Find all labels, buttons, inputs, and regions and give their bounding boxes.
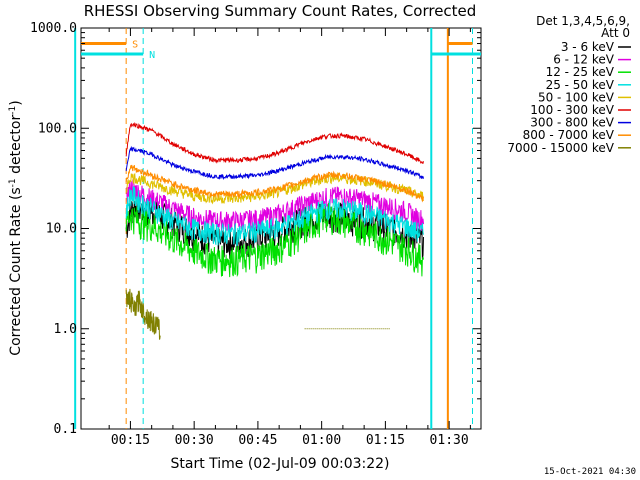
y-axis-title-sup1: -1 [8, 178, 18, 187]
series-line-5 [125, 121, 424, 164]
legend-label: 6 - 12 keV [553, 53, 615, 67]
x-tick-label: 01:15 [366, 433, 405, 448]
series-line-3 [125, 186, 424, 247]
y-axis-title: Corrected Count Rate (s-1 detector-1) [8, 100, 24, 355]
legend-label: 100 - 300 keV [530, 103, 614, 117]
y-axis-title-main: Corrected Count Rate (s [8, 187, 24, 355]
legend-label: 800 - 7000 keV [523, 128, 615, 142]
x-tick-label: 01:00 [302, 433, 341, 448]
y-tick-label: 0.1 [54, 422, 77, 437]
axis-layer: 0.1 1.0 10.0 100.0 1000.0 00:15 00:30 00:45 01:0… [30, 21, 481, 448]
footer-date: 15-Oct-2021 04:30 [544, 467, 636, 477]
legend-label: 3 - 6 keV [561, 40, 615, 54]
legend-label: 7000 - 15000 keV [507, 141, 614, 155]
series-line-7 [125, 164, 424, 203]
chart-title: RHESSI Observing Summary Count Rates, Co… [84, 2, 477, 20]
legend-label: 300 - 800 keV [530, 116, 614, 130]
night-flag-label: N [149, 50, 155, 61]
series-line-8 [125, 288, 161, 340]
series-line-6 [125, 145, 424, 181]
series-layer [125, 121, 424, 340]
legend-header: Att 0 [601, 26, 630, 40]
x-tick-label: 00:15 [111, 433, 150, 448]
legend-label: 50 - 100 keV [538, 90, 615, 104]
y-tick-label: 1.0 [54, 322, 77, 337]
series-line-2 [125, 202, 424, 278]
y-axis-title-end: ) [8, 100, 24, 105]
saa-flag-label: S [132, 40, 138, 51]
x-tick-label: 00:45 [238, 433, 277, 448]
legend-label: 25 - 50 keV [546, 78, 615, 92]
y-tick-label: 100.0 [38, 121, 77, 136]
x-tick-label: 01:30 [430, 433, 469, 448]
legend-header: Det 1,3,4,5,6,9, [536, 14, 630, 28]
svg-text:Corrected Count Rate (s-1 dete: Corrected Count Rate (s-1 detector-1) [8, 100, 24, 355]
y-tick-label: 10.0 [46, 222, 77, 237]
x-axis-title: Start Time (02-Jul-09 00:03:22) [170, 456, 389, 472]
y-axis-title-sup2: -1 [8, 106, 18, 115]
y-axis-title-mid: detector [8, 115, 24, 179]
y-tick-label: 1000.0 [30, 21, 77, 36]
x-tick-label: 00:30 [175, 433, 214, 448]
series-line-1 [125, 179, 424, 234]
legend-label: 12 - 25 keV [546, 65, 615, 79]
